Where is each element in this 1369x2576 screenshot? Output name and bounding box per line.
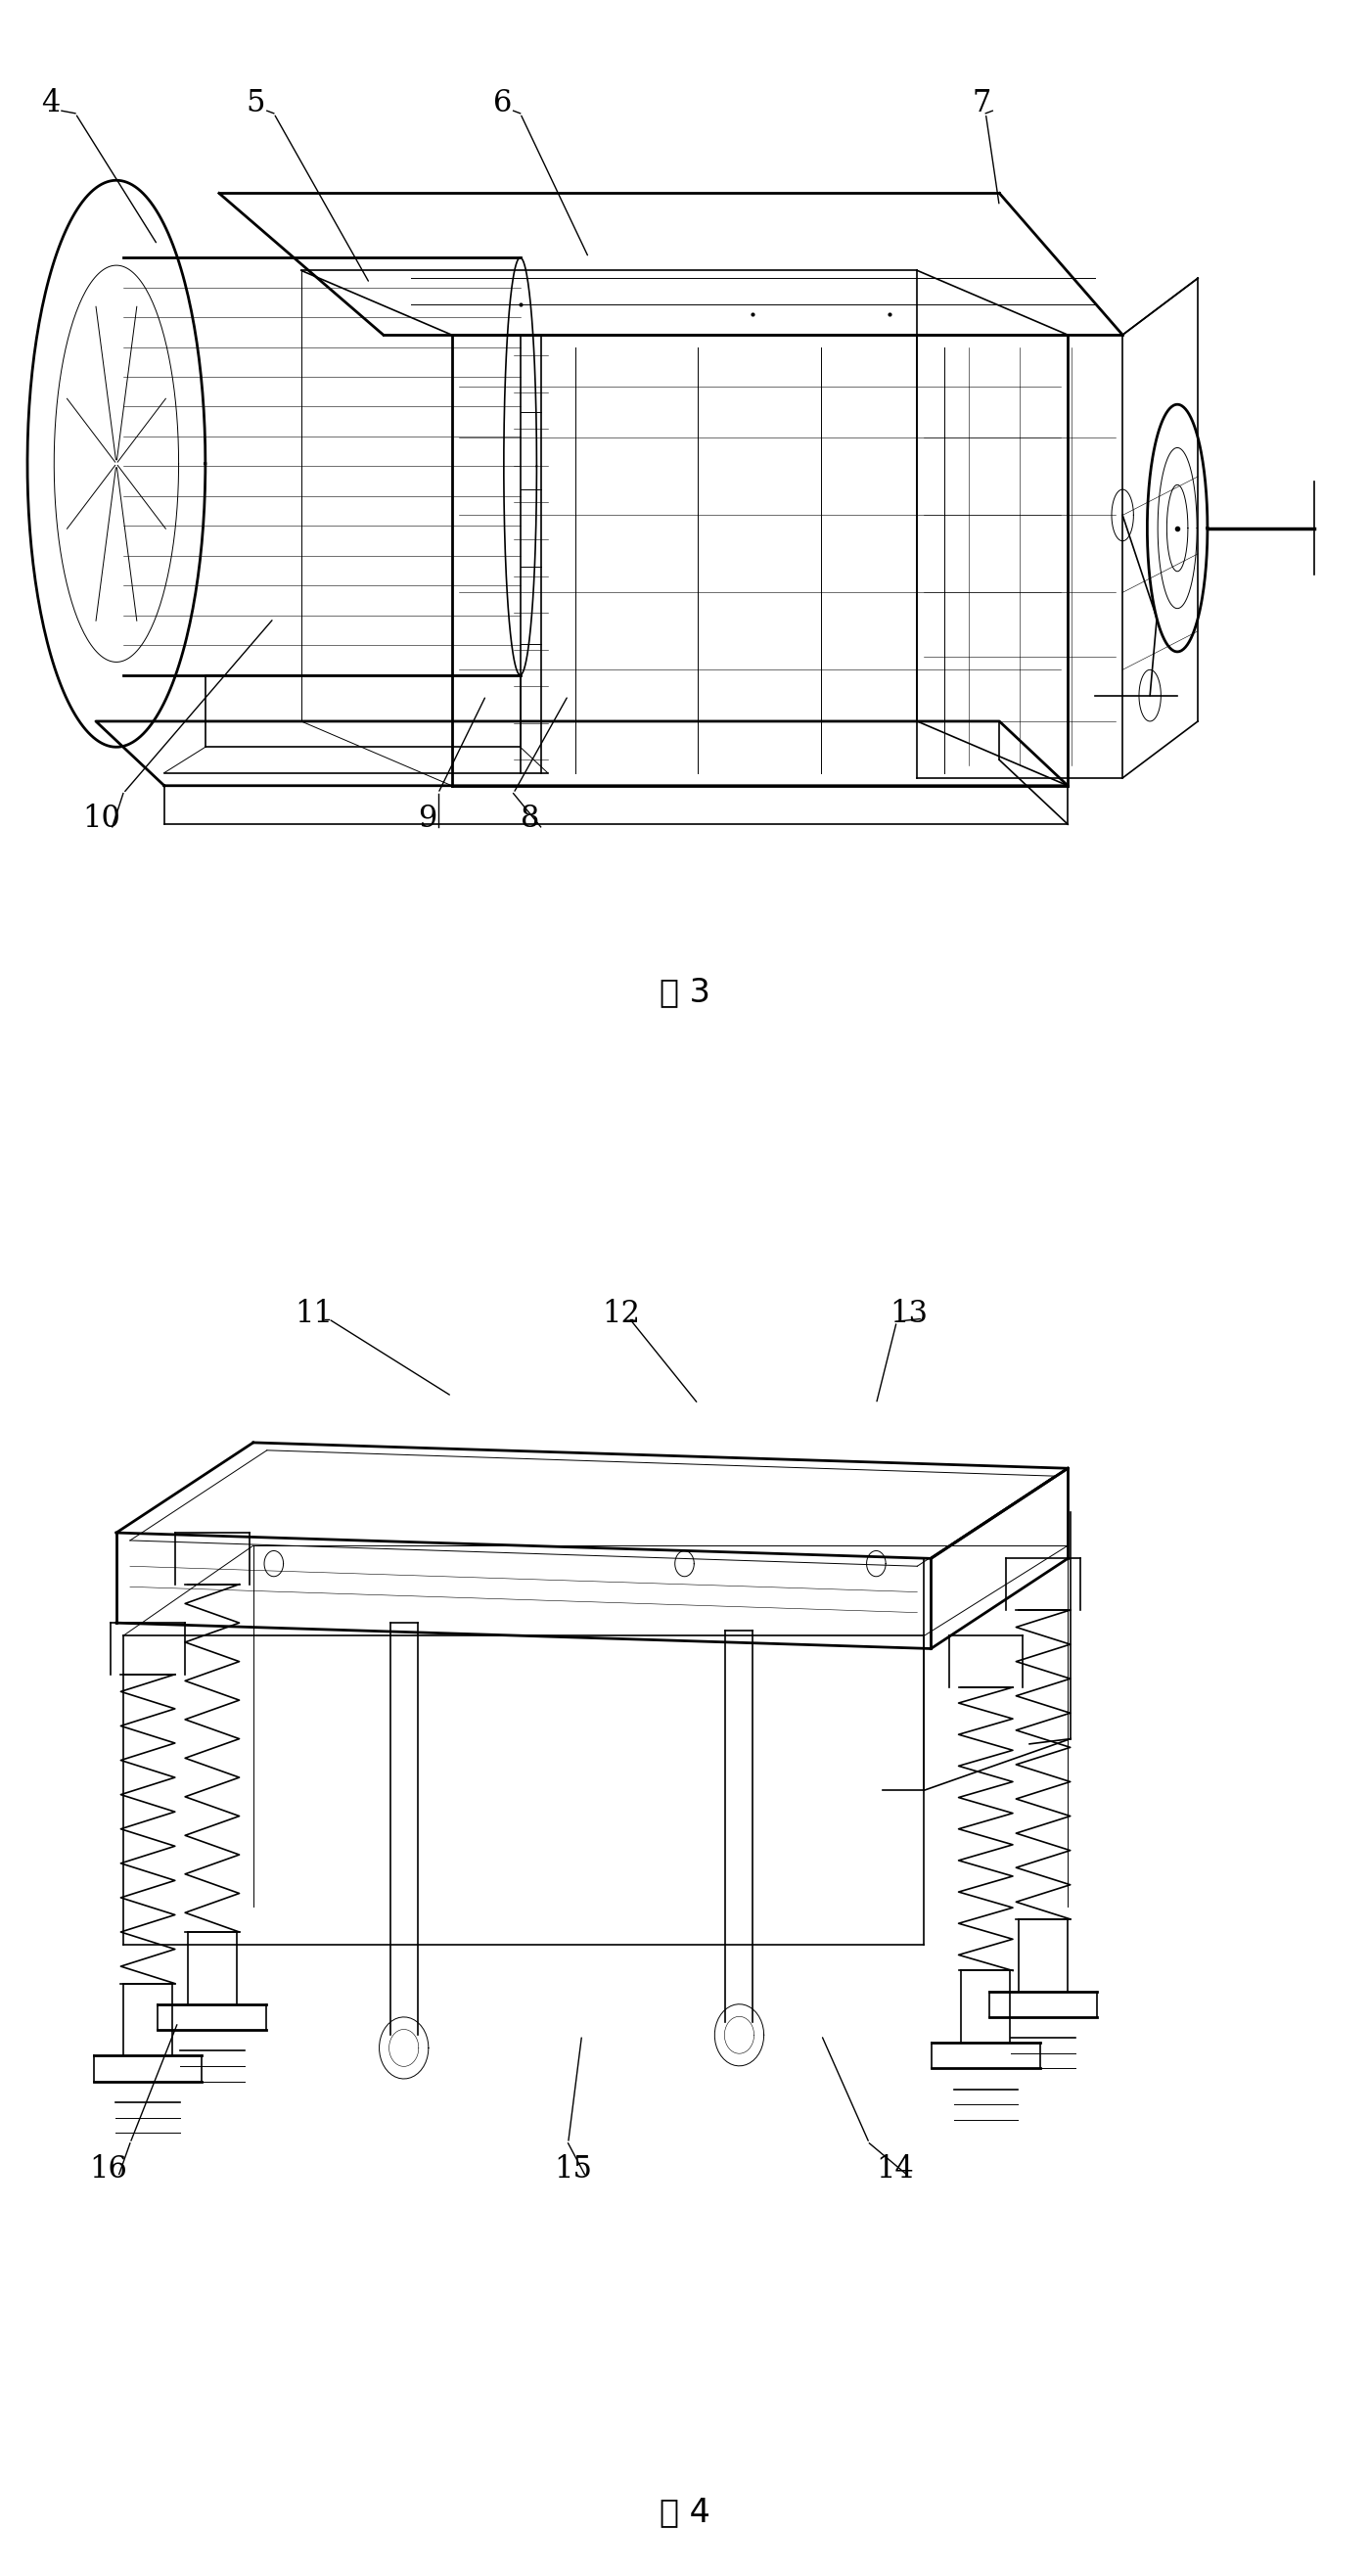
Text: 4: 4 <box>41 88 60 118</box>
Text: 14: 14 <box>876 2154 914 2184</box>
Text: 5: 5 <box>246 88 266 118</box>
Text: 6: 6 <box>493 88 512 118</box>
Text: 15: 15 <box>554 2154 593 2184</box>
Text: 10: 10 <box>82 804 120 835</box>
Text: 7: 7 <box>972 88 991 118</box>
Text: 图 4: 图 4 <box>658 2496 711 2527</box>
Text: 13: 13 <box>890 1298 928 1329</box>
Text: 图 3: 图 3 <box>658 976 711 1007</box>
Text: 8: 8 <box>520 804 539 835</box>
Text: 9: 9 <box>418 804 437 835</box>
Text: 11: 11 <box>294 1298 333 1329</box>
Text: 16: 16 <box>89 2154 127 2184</box>
Text: 12: 12 <box>602 1298 641 1329</box>
